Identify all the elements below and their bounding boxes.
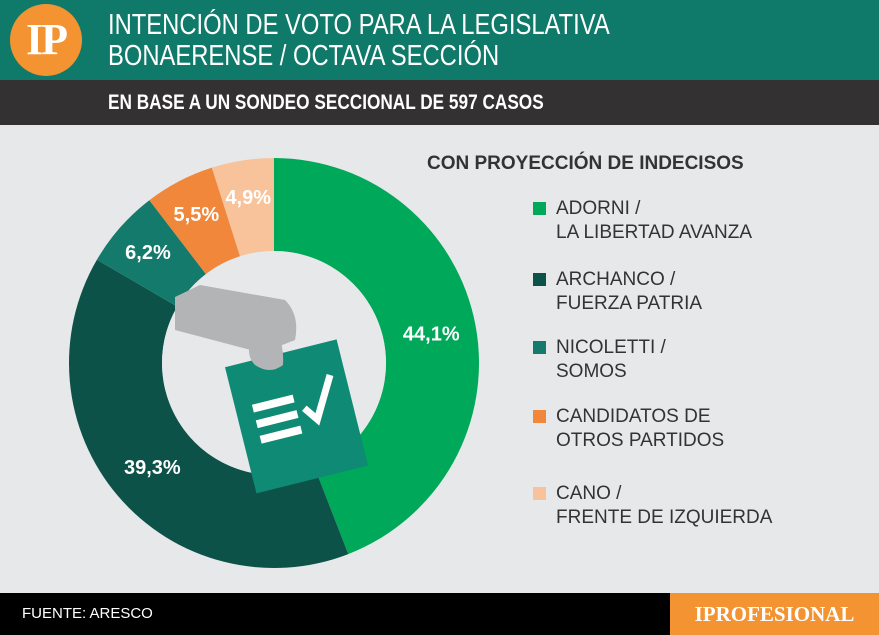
- source-text: FUENTE: ARESCO: [22, 605, 153, 622]
- legend-label: ADORNI / LA LIBERTAD AVANZA: [556, 198, 753, 243]
- data-label: 44,1%: [403, 324, 460, 346]
- legend-label: ARCHANCO / FUERZA PATRIA: [556, 269, 703, 314]
- donut-slice: [211, 158, 274, 257]
- data-label: 6,2%: [125, 242, 171, 264]
- legend-label: CANO / FRENTE DE IZQUIERDA: [556, 483, 773, 528]
- chart-title: INTENCIÓN DE VOTO PARA LA LEGISLATIVA BO…: [108, 10, 610, 72]
- data-label: 39,3%: [124, 457, 181, 479]
- legend-swatch: [533, 273, 546, 286]
- legend-item: ARCHANCO / FUERZA PATRIA: [533, 268, 702, 316]
- legend-item: CANO / FRENTE DE IZQUIERDA: [533, 482, 772, 530]
- legend-label: NICOLETTI / SOMOS: [556, 337, 666, 382]
- subtitle-band: [0, 80, 879, 125]
- chart-subtitle: EN BASE A UN SONDEO SECCIONAL DE 597 CAS…: [108, 91, 544, 114]
- ballot-hand-icon: [175, 285, 369, 494]
- legend-swatch: [533, 487, 546, 500]
- legend-label: CANDIDATOS DE OTROS PARTIDOS: [556, 406, 725, 451]
- donut-chart: 44,1% 39,3% 6,2%5,5%4,9%: [69, 158, 479, 568]
- data-label: 4,9%: [225, 187, 271, 209]
- brand-logo: IPROFESIONAL: [670, 593, 879, 635]
- legend-swatch: [533, 341, 546, 354]
- legend-swatch: [533, 202, 546, 215]
- title-line-1: INTENCIÓN DE VOTO PARA LA LEGISLATIVA: [108, 9, 610, 41]
- ip-logo: IP: [10, 4, 82, 76]
- legend-item: NICOLETTI / SOMOS: [533, 336, 666, 384]
- header-band: [0, 0, 879, 80]
- legend-item: CANDIDATOS DE OTROS PARTIDOS: [533, 405, 724, 453]
- legend-swatch: [533, 410, 546, 423]
- donut-slice: [274, 158, 479, 555]
- donut-slice: [69, 259, 349, 568]
- data-label: 5,5%: [174, 204, 220, 226]
- donut-slice: [149, 167, 241, 275]
- donut-slice: [96, 200, 206, 307]
- legend-title: CON PROYECCIÓN DE INDECISOS: [427, 153, 744, 174]
- title-line-2: BONAERENSE / OCTAVA SECCIÓN: [108, 40, 500, 72]
- legend-item: ADORNI / LA LIBERTAD AVANZA: [533, 197, 752, 245]
